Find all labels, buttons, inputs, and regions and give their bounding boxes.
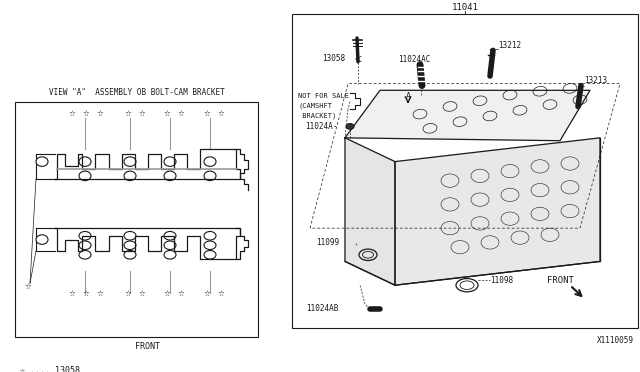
Ellipse shape <box>36 157 48 166</box>
Text: 11041: 11041 <box>452 3 479 12</box>
Text: FRONT: FRONT <box>136 343 161 352</box>
Text: ☆: ☆ <box>125 290 131 299</box>
Text: ☆: ☆ <box>83 290 90 299</box>
Text: ☆: ☆ <box>97 110 104 119</box>
Ellipse shape <box>346 124 354 129</box>
Bar <box>292 14 638 328</box>
Polygon shape <box>345 90 590 141</box>
Text: ☆: ☆ <box>218 110 225 119</box>
Bar <box>15 102 258 337</box>
Text: ☆ .... 13058: ☆ .... 13058 <box>20 366 80 372</box>
Text: NOT FOR SALE: NOT FOR SALE <box>298 93 349 99</box>
Text: ☆: ☆ <box>139 290 145 299</box>
Text: ☆: ☆ <box>139 110 145 119</box>
Text: 11024AC: 11024AC <box>398 55 430 64</box>
Text: ☆: ☆ <box>204 290 211 299</box>
Text: ☆: ☆ <box>204 110 211 119</box>
Text: ☆: ☆ <box>68 290 76 299</box>
Text: 11024AB: 11024AB <box>306 304 339 314</box>
Text: VIEW "A"  ASSEMBLY OB BOLT-CAM BRACKET: VIEW "A" ASSEMBLY OB BOLT-CAM BRACKET <box>49 88 225 97</box>
Text: ☆: ☆ <box>68 110 76 119</box>
Polygon shape <box>345 138 395 285</box>
Text: 11099: 11099 <box>316 238 339 247</box>
Text: FRONT: FRONT <box>547 276 573 285</box>
Text: ☆: ☆ <box>177 290 184 299</box>
Text: ☆: ☆ <box>97 290 104 299</box>
Text: ☆: ☆ <box>177 110 184 119</box>
Text: X1110059: X1110059 <box>597 336 634 345</box>
Text: BRACKET): BRACKET) <box>298 112 336 119</box>
Text: ☆: ☆ <box>164 290 170 299</box>
Text: ☆: ☆ <box>24 283 31 292</box>
Text: ☆: ☆ <box>164 110 170 119</box>
Text: 13213: 13213 <box>584 76 607 85</box>
Text: ☆: ☆ <box>83 110 90 119</box>
Text: A: A <box>406 93 410 102</box>
Text: ☆: ☆ <box>218 290 225 299</box>
Ellipse shape <box>36 235 48 244</box>
Text: ☆: ☆ <box>125 110 131 119</box>
Text: 13212: 13212 <box>498 41 521 50</box>
Text: 11098: 11098 <box>490 276 513 285</box>
Text: 13058: 13058 <box>322 54 345 64</box>
Polygon shape <box>395 138 600 285</box>
Text: 11024A-: 11024A- <box>305 122 337 131</box>
Text: (CAMSHFT: (CAMSHFT <box>298 103 332 109</box>
